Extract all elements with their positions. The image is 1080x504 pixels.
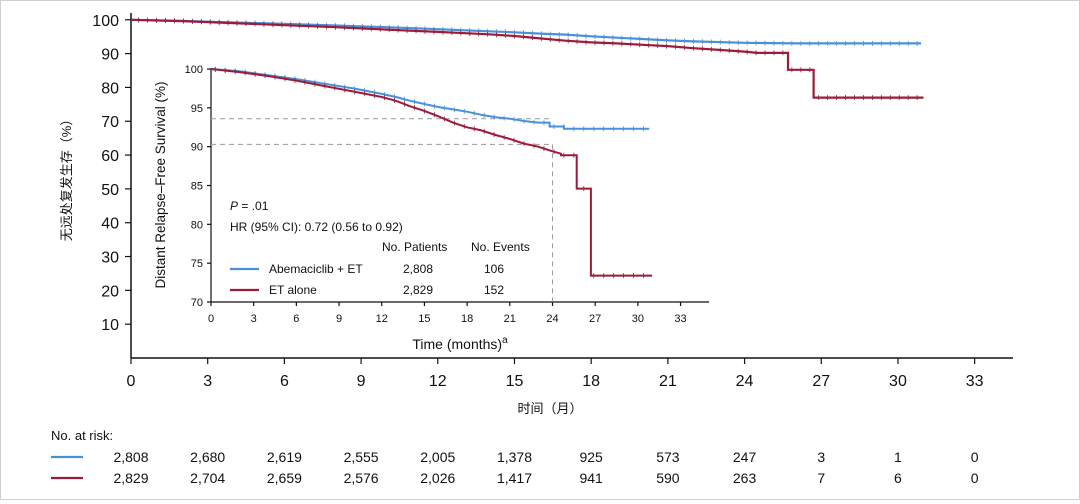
main-y-tick-label-20: 20 [101, 283, 119, 300]
at-risk-value-et-alone-0: 2,829 [113, 470, 148, 486]
at-risk-value-et-alone-12: 2,026 [420, 470, 455, 486]
inset-x-tick-label-33: 33 [674, 313, 686, 325]
main-y-tick-label-50: 50 [101, 182, 119, 199]
at-risk-value-et-alone-15: 1,417 [497, 470, 532, 486]
inset-x-tick-label-12: 12 [376, 313, 388, 325]
inset-legend-et-alone: ET alone 2,829 152 [230, 283, 504, 297]
inset-x-axis-label-superscript: a [502, 335, 508, 346]
at-risk-value-abemaciclib-et-3: 2,680 [190, 449, 225, 465]
inset-x-tick-label-27: 27 [589, 313, 601, 325]
main-x-tick-label-18: 18 [582, 373, 600, 390]
inset-x-tick-label-15: 15 [418, 313, 430, 325]
main-x-tick-label-12: 12 [429, 373, 447, 390]
at-risk-value-abemaciclib-et-33: 0 [971, 449, 979, 465]
at-risk-value-abemaciclib-et-30: 1 [894, 449, 902, 465]
main-y-axis-label: 无远处复发生存（%） [59, 113, 74, 242]
at-risk-value-et-alone-30: 6 [894, 470, 902, 486]
main-y-tick-label-60: 60 [101, 148, 119, 165]
inset-y-tick-label-75: 75 [191, 258, 203, 270]
at-risk-table: 2,808 2,680 2,619 2,555 2,005 1,378 925 573 247 3… [113, 449, 978, 486]
at-risk-title: No. at risk: [51, 428, 113, 443]
p-value: = .01 [238, 199, 269, 213]
legend-events-et-alone: 152 [484, 283, 504, 297]
inset-x-tick-label-30: 30 [632, 313, 644, 325]
inset-ticks: 0 3 6 9 12 15 18 21 24 27 30 33 70 75 80 85 90 95 100 [185, 64, 687, 325]
at-risk-value-abemaciclib-et-24: 247 [733, 449, 757, 465]
at-risk-value-et-alone-21: 590 [656, 470, 680, 486]
main-x-tick-label-15: 15 [506, 373, 524, 390]
inset-y-tick-label-95: 95 [191, 103, 203, 115]
inset-y-tick-label-85: 85 [191, 181, 203, 193]
inset-x-tick-label-0: 0 [208, 313, 214, 325]
inset-curve-abemaciclib-et [210, 68, 650, 130]
at-risk-value-et-alone-3: 2,704 [190, 470, 225, 486]
at-risk-value-et-alone-18: 941 [579, 470, 603, 486]
at-risk-value-abemaciclib-et-6: 2,619 [267, 449, 302, 465]
at-risk-value-abemaciclib-et-12: 2,005 [420, 449, 455, 465]
main-x-tick-label-33: 33 [966, 373, 984, 390]
inset-censor-marks-et-alone [214, 66, 644, 279]
main-y-tick-label-90: 90 [101, 47, 119, 64]
main-y-tick-label-30: 30 [101, 250, 119, 267]
p-value-text: P = .01 [230, 199, 269, 213]
table-header-events: No. Events [471, 240, 530, 254]
main-x-tick-label-0: 0 [127, 373, 136, 390]
inset-x-axis-label: Time (months)a [412, 335, 508, 352]
at-risk-value-abemaciclib-et-9: 2,555 [344, 449, 379, 465]
main-y-tick-label-40: 40 [101, 216, 119, 233]
inset-x-axis-label-text: Time (months) [412, 336, 502, 352]
inset-y-tick-label-80: 80 [191, 219, 203, 231]
inset-x-tick-label-6: 6 [293, 313, 299, 325]
main-x-tick-label-24: 24 [736, 373, 754, 390]
inset-legend-abemaciclib: Abemaciclib + ET 2,808 106 [230, 262, 504, 276]
legend-patients-et-alone: 2,829 [403, 283, 433, 297]
inset-curves [210, 66, 653, 279]
main-y-tick-label-70: 70 [101, 114, 119, 131]
main-axes [130, 13, 1013, 359]
main-x-tick-label-6: 6 [280, 373, 289, 390]
at-risk-value-et-alone-9: 2,576 [344, 470, 379, 486]
inset-y-tick-label-90: 90 [191, 142, 203, 154]
hazard-ratio-text: HR (95% CI): 0.72 (0.56 to 0.92) [230, 220, 403, 234]
main-y-tick-label-10: 10 [101, 317, 119, 334]
main-x-tick-label-27: 27 [812, 373, 830, 390]
at-risk-value-et-alone-24: 263 [733, 470, 757, 486]
main-y-tick-label-80: 80 [101, 80, 119, 97]
main-x-tick-label-3: 3 [203, 373, 212, 390]
p-label: P [230, 199, 238, 213]
inset-x-tick-label-21: 21 [504, 313, 516, 325]
at-risk-value-abemaciclib-et-15: 1,378 [497, 449, 532, 465]
at-risk-value-et-alone-33: 0 [971, 470, 979, 486]
inset-x-tick-label-9: 9 [336, 313, 342, 325]
inset-x-tick-label-24: 24 [546, 313, 558, 325]
main-censor-marks-abemaciclib-et [138, 17, 918, 46]
legend-label-abemaciclib: Abemaciclib + ET [269, 262, 363, 276]
legend-patients-abemaciclib: 2,808 [403, 262, 433, 276]
main-y-tick-label-100: 100 [92, 13, 119, 30]
at-risk-value-et-alone-27: 7 [817, 470, 825, 486]
legend-label-et-alone: ET alone [269, 283, 317, 297]
inset-y-tick-label-100: 100 [185, 64, 203, 76]
main-censor-marks-et-alone [138, 17, 918, 101]
main-x-tick-label-9: 9 [357, 373, 366, 390]
table-header-patients: No. Patients [382, 240, 447, 254]
at-risk-value-abemaciclib-et-18: 925 [579, 449, 603, 465]
inset-y-tick-label-70: 70 [191, 297, 203, 309]
inset-x-tick-label-18: 18 [461, 313, 473, 325]
main-x-tick-label-30: 30 [889, 373, 907, 390]
main-x-tick-label-21: 21 [659, 373, 677, 390]
at-risk-value-abemaciclib-et-0: 2,808 [113, 449, 148, 465]
at-risk-value-et-alone-6: 2,659 [267, 470, 302, 486]
main-ticks: 0 3 6 9 12 15 18 21 24 27 30 3310203040506070809010… [92, 13, 983, 390]
inset-y-axis-label: Distant Relapse–Free Survival (%) [153, 81, 168, 288]
legend-events-abemaciclib: 106 [484, 262, 504, 276]
main-curves [130, 17, 924, 101]
at-risk-value-abemaciclib-et-27: 3 [817, 449, 825, 465]
inset-x-tick-label-3: 3 [251, 313, 257, 325]
inset-reference-lines [211, 118, 553, 302]
at-risk-value-abemaciclib-et-21: 573 [656, 449, 680, 465]
main-x-axis-label: 时间（月） [517, 401, 582, 416]
